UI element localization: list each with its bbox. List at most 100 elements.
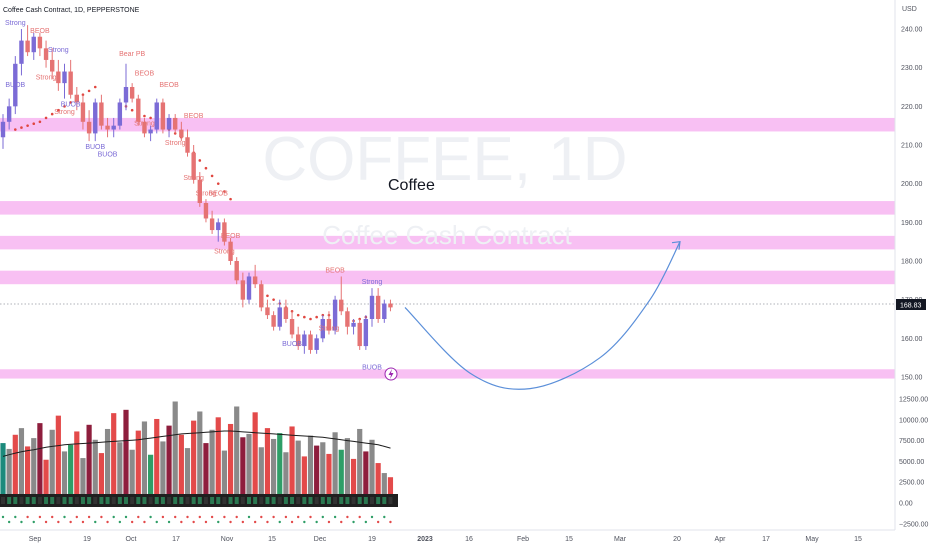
candle[interactable] xyxy=(179,121,184,142)
candle[interactable] xyxy=(259,280,264,312)
strip-cell xyxy=(314,497,319,504)
signal-dot xyxy=(137,515,140,519)
candle[interactable] xyxy=(382,299,387,323)
candle[interactable] xyxy=(277,299,282,331)
candle[interactable] xyxy=(148,125,153,142)
signal-dot xyxy=(69,520,72,524)
strip-cell xyxy=(74,497,79,504)
candle[interactable] xyxy=(351,319,356,335)
lightning-icon[interactable] xyxy=(384,367,398,381)
candle[interactable] xyxy=(31,32,36,60)
candle[interactable] xyxy=(62,63,67,99)
candle[interactable] xyxy=(37,32,43,57)
signal-dot xyxy=(94,520,97,524)
signal-dot xyxy=(174,515,177,519)
candle[interactable] xyxy=(332,295,338,335)
candle[interactable] xyxy=(296,326,301,350)
candle[interactable] xyxy=(50,48,55,80)
candle[interactable] xyxy=(228,237,233,265)
candle[interactable] xyxy=(302,330,307,354)
trail-dot xyxy=(38,120,42,124)
signal-label: BEOB xyxy=(30,28,50,35)
candle[interactable] xyxy=(197,172,202,207)
candle[interactable] xyxy=(0,114,6,149)
candle[interactable] xyxy=(375,288,381,323)
candle[interactable] xyxy=(160,98,166,134)
candle[interactable] xyxy=(283,299,289,323)
candle[interactable] xyxy=(93,98,98,142)
trail-dot xyxy=(14,128,17,131)
candle[interactable] xyxy=(56,59,61,91)
candle[interactable] xyxy=(80,94,86,130)
zone-0[interactable] xyxy=(0,369,895,379)
signal-dot xyxy=(100,515,103,519)
signal-label: BUOB xyxy=(282,341,302,348)
last-price-tag: 168.83 xyxy=(896,299,926,310)
candle[interactable] xyxy=(191,145,196,184)
candle[interactable] xyxy=(13,56,18,115)
strip-cell xyxy=(56,497,61,504)
candle[interactable] xyxy=(339,276,344,316)
candle[interactable] xyxy=(326,311,332,335)
candle[interactable] xyxy=(246,272,252,304)
candle[interactable] xyxy=(369,288,375,327)
zone-1[interactable] xyxy=(0,270,895,285)
candle[interactable] xyxy=(123,63,129,111)
signal-dot xyxy=(383,515,386,519)
candle[interactable] xyxy=(314,334,319,354)
candle[interactable] xyxy=(136,94,141,126)
candle[interactable] xyxy=(166,114,172,138)
candle[interactable] xyxy=(68,59,73,99)
candle[interactable] xyxy=(234,257,239,285)
candle[interactable] xyxy=(154,98,159,134)
volume-bar xyxy=(203,443,209,503)
candle[interactable] xyxy=(19,29,24,76)
candle[interactable] xyxy=(117,98,123,130)
candle[interactable] xyxy=(289,311,295,339)
zone-3[interactable] xyxy=(0,201,895,215)
candle[interactable] xyxy=(86,110,92,142)
candle[interactable] xyxy=(25,25,30,57)
zone-4[interactable] xyxy=(0,117,895,132)
candle[interactable] xyxy=(173,114,178,134)
candle[interactable] xyxy=(388,299,393,312)
candle[interactable] xyxy=(216,218,221,242)
candle[interactable] xyxy=(105,117,110,138)
candle[interactable] xyxy=(357,319,362,350)
candle[interactable] xyxy=(142,117,147,138)
candle[interactable] xyxy=(6,98,12,130)
candle[interactable] xyxy=(222,218,227,246)
coffee-annotation[interactable]: Coffee xyxy=(388,177,435,194)
candle[interactable] xyxy=(185,129,190,157)
strip-cell xyxy=(31,497,36,504)
signal-dot xyxy=(389,520,392,524)
candle[interactable] xyxy=(345,307,350,335)
signal-dot xyxy=(7,520,11,524)
candle[interactable] xyxy=(240,272,246,308)
candle[interactable] xyxy=(99,94,104,130)
candle[interactable] xyxy=(252,264,258,289)
strip-cell xyxy=(37,497,42,504)
projection-arrow[interactable] xyxy=(404,241,681,390)
trail-dot xyxy=(315,315,318,319)
candle[interactable] xyxy=(265,299,270,319)
candle[interactable] xyxy=(209,210,215,234)
candle[interactable] xyxy=(74,87,79,111)
candle[interactable] xyxy=(129,83,135,103)
signal-dot xyxy=(217,520,220,524)
candle[interactable] xyxy=(308,330,313,354)
strip-cell xyxy=(117,497,122,504)
volume-moving-average xyxy=(2,430,391,457)
candle[interactable] xyxy=(320,315,325,343)
candle[interactable] xyxy=(203,199,209,223)
signal-dot xyxy=(210,515,214,519)
candle[interactable] xyxy=(363,315,369,350)
candle[interactable] xyxy=(43,40,49,68)
signal-dot xyxy=(51,515,54,519)
candle[interactable] xyxy=(111,117,116,138)
signal-label: BEOB xyxy=(221,233,241,240)
time-tick: Oct xyxy=(126,536,137,543)
signal-dot xyxy=(370,515,374,519)
candle[interactable] xyxy=(271,311,276,331)
